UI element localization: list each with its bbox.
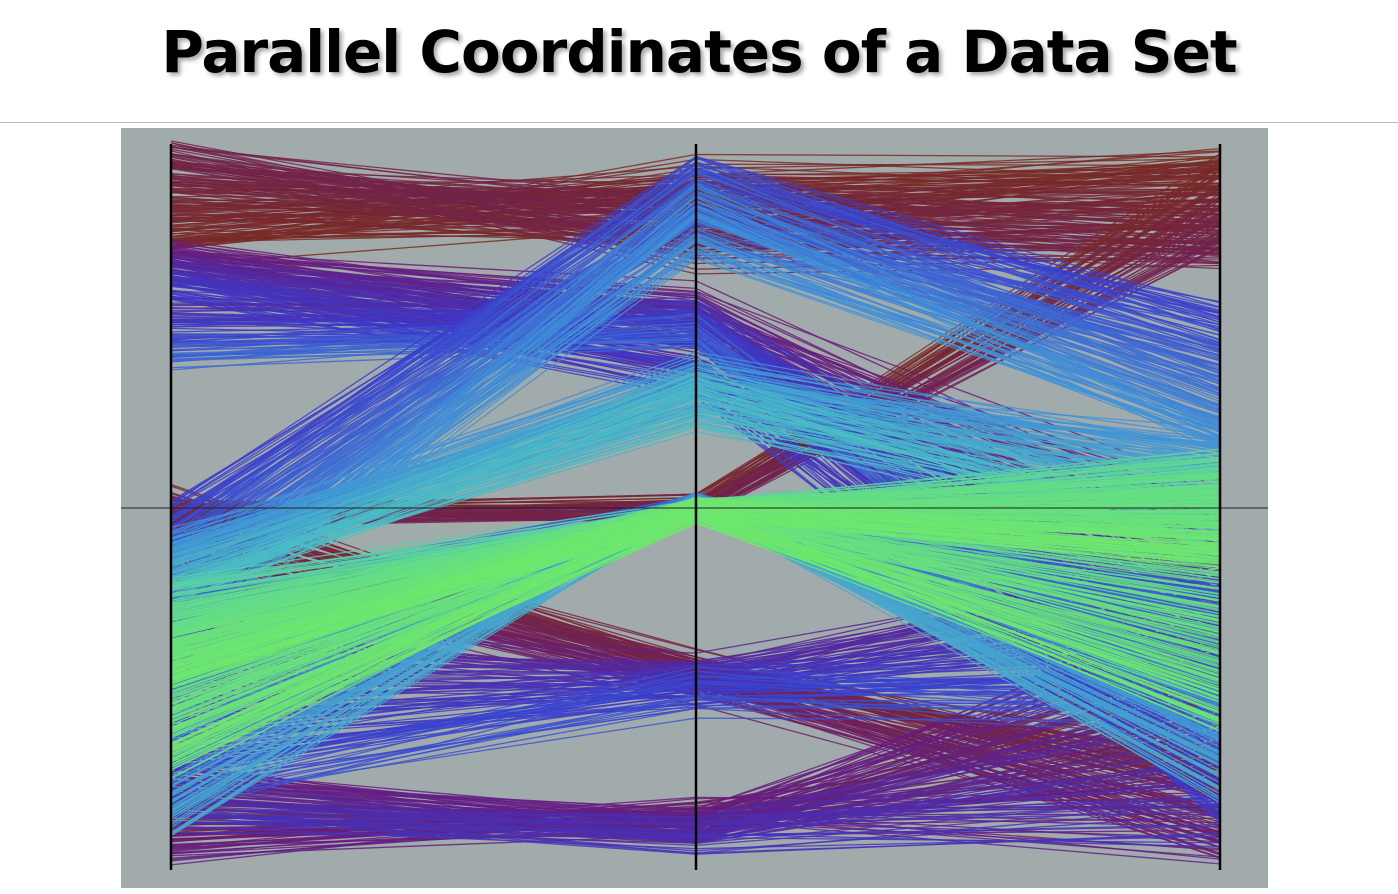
slide-title: Parallel Coordinates of a Data Set <box>161 18 1237 86</box>
axes-layer <box>169 144 1222 870</box>
parallel-coordinates-canvas <box>121 140 1268 870</box>
parallel-coordinates-plot <box>121 128 1268 888</box>
title-divider <box>0 122 1398 123</box>
